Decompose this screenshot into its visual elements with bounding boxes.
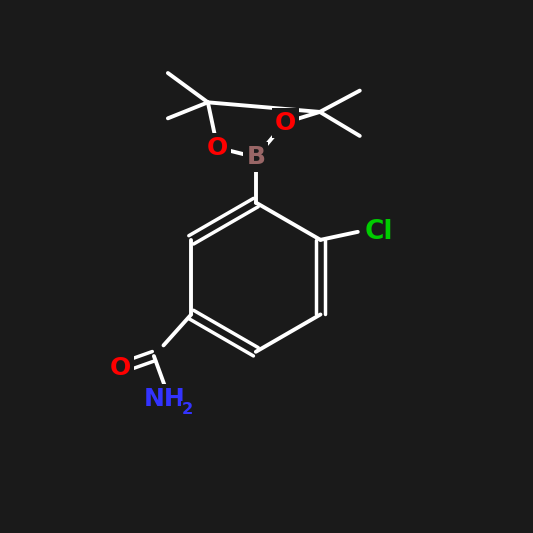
Text: B: B bbox=[246, 145, 265, 169]
Text: O: O bbox=[207, 135, 228, 160]
Text: 2: 2 bbox=[181, 402, 192, 417]
Text: Cl: Cl bbox=[365, 219, 393, 245]
Text: O: O bbox=[274, 110, 296, 135]
Text: O: O bbox=[110, 356, 132, 380]
Text: NH: NH bbox=[144, 386, 185, 411]
